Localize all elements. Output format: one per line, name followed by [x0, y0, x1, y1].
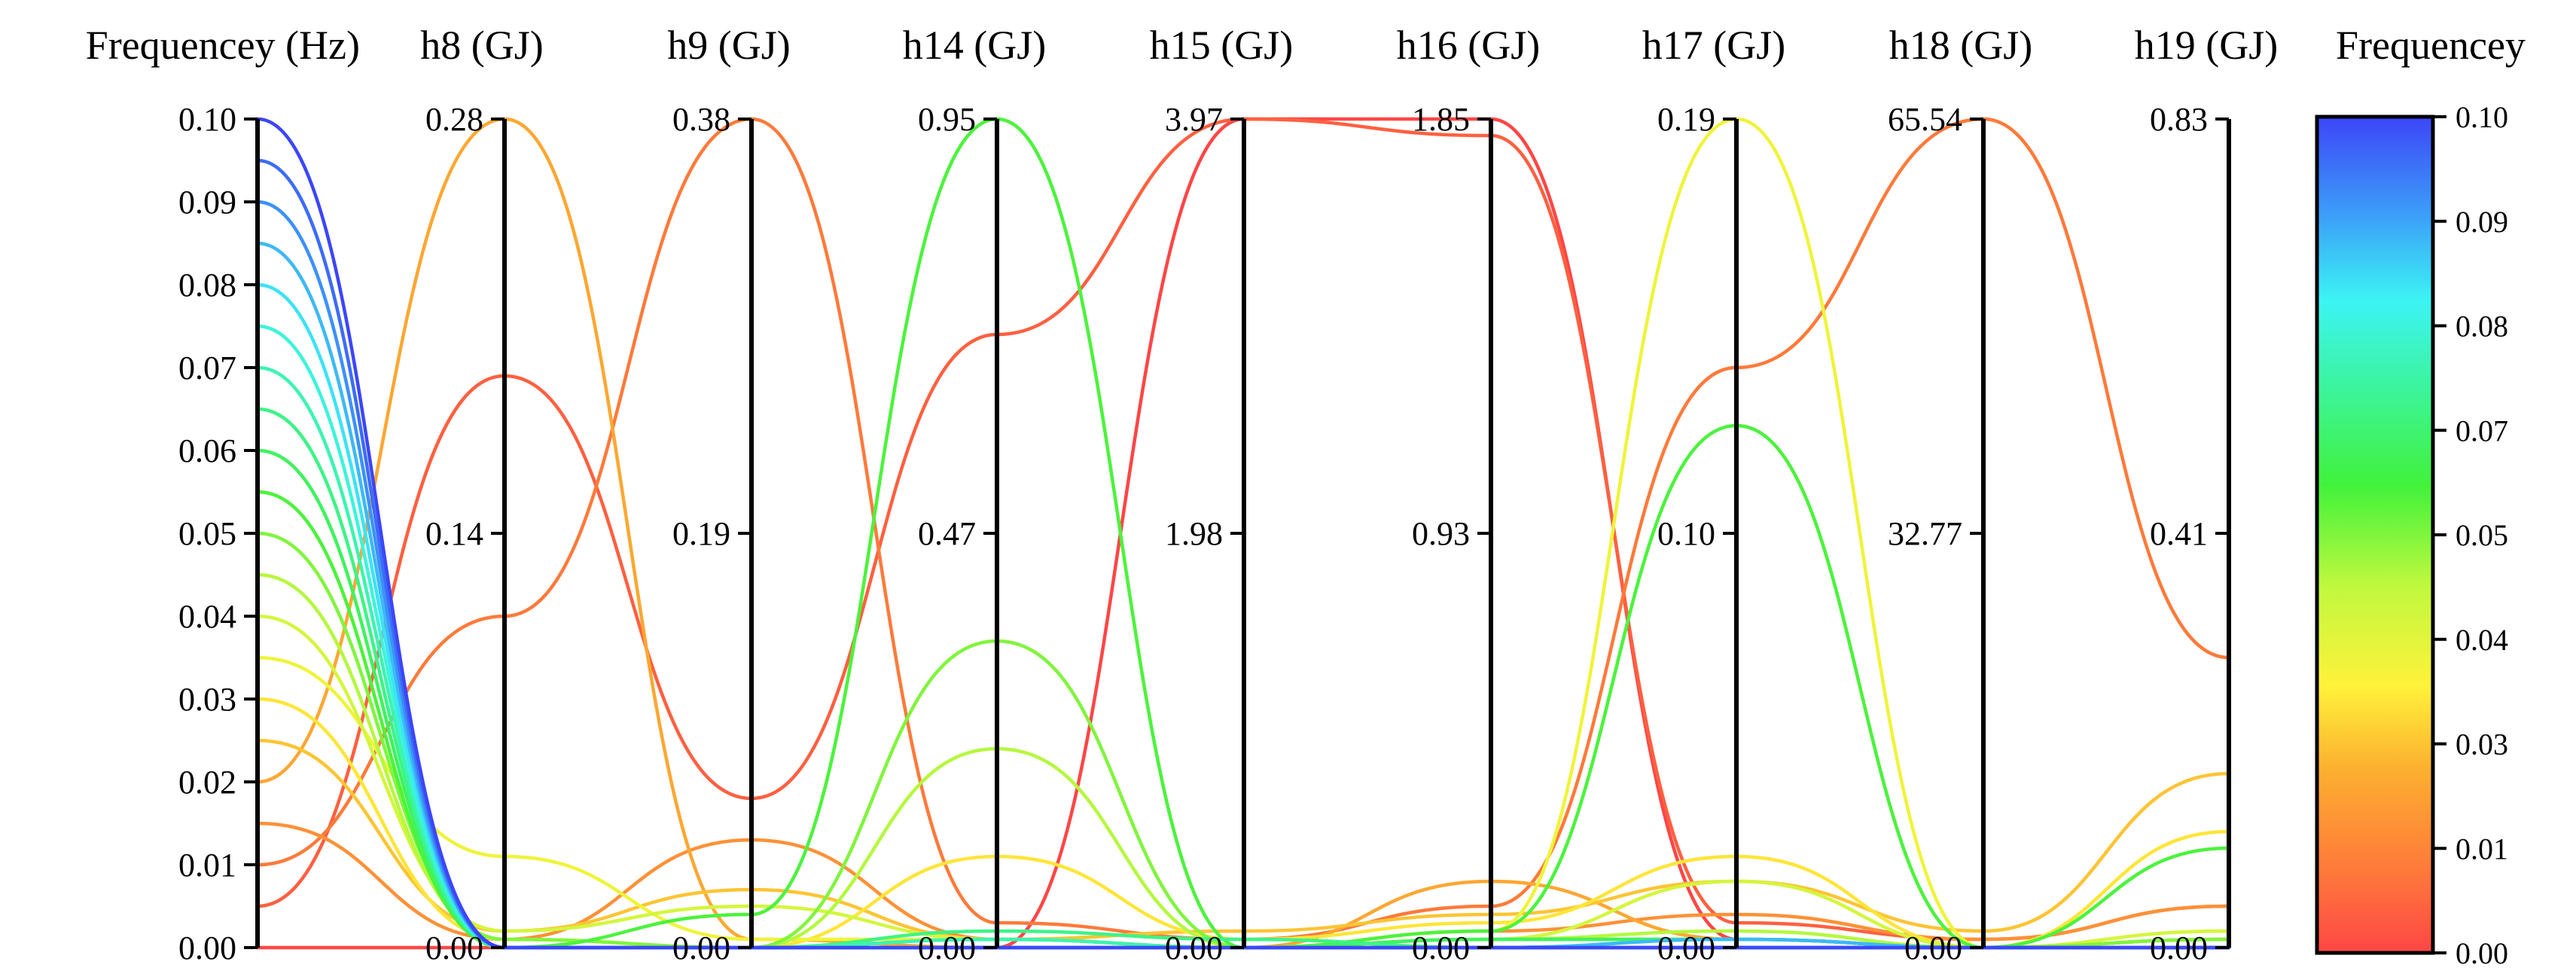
colorbar-tick-label: 0.01: [2456, 832, 2508, 866]
tick-label: 0.19: [672, 515, 730, 552]
tick-label: 0.95: [918, 101, 976, 138]
tick-label: 0.00: [425, 930, 483, 966]
tick-label: 0.09: [178, 184, 236, 221]
tick-label: 0.03: [178, 681, 236, 718]
tick-label: 0.41: [2150, 515, 2208, 552]
tick-label: 0.14: [425, 515, 483, 552]
tick-label: 0.00: [1657, 930, 1715, 966]
tick-label: 0.07: [178, 350, 236, 386]
axis-title-3: h14 (GJ): [903, 23, 1046, 68]
tick-label: 0.00: [178, 930, 236, 966]
tick-label: 0.00: [672, 930, 730, 966]
tick-label: 1.85: [1412, 101, 1470, 138]
colorbar-tick-label: 0.10: [2456, 100, 2508, 134]
tick-label: 0.47: [918, 515, 976, 552]
axis-title-8: h19 (GJ): [2135, 23, 2278, 68]
axis-title-7: h18 (GJ): [1889, 23, 2032, 68]
tick-label: 0.00: [1904, 930, 1962, 966]
colorbar-tick-label: 0.00: [2456, 936, 2508, 970]
tick-label: 0.28: [425, 101, 483, 138]
axis-title-0: Frequencey (Hz): [86, 23, 360, 68]
tick-label: 0.06: [178, 432, 236, 469]
tick-label: 0.00: [1165, 930, 1223, 966]
tick-label: 0.04: [178, 598, 236, 635]
tick-label: 0.05: [178, 515, 236, 552]
axis-title-5: h16 (GJ): [1397, 23, 1540, 68]
tick-label: 0.02: [178, 764, 236, 801]
tick-label: 1.98: [1165, 515, 1223, 552]
colorbar: Frequencey 0.00 0.01 0.03 0.04 0.05 0.07 0.08 0…: [2315, 23, 2526, 970]
tick-label: 0.10: [1657, 515, 1715, 552]
axis-title-1: h8 (GJ): [420, 23, 543, 68]
colorbar-tick-label: 0.09: [2456, 205, 2508, 239]
series-line-20: [255, 117, 2231, 950]
axis-title-4: h15 (GJ): [1150, 23, 1293, 68]
colorbar-tick-label: 0.05: [2456, 518, 2508, 552]
colorbar-tick-label: 0.04: [2456, 623, 2508, 657]
tick-label: 0.19: [1657, 101, 1715, 138]
series-line-11: [255, 117, 2231, 950]
colorbar-tick-label: 0.08: [2456, 310, 2508, 343]
tick-label: 0.00: [1412, 930, 1470, 966]
tick-label: 0.93: [1412, 515, 1470, 552]
tick-label: 0.08: [178, 267, 236, 304]
colorbar-gradient: [2315, 114, 2435, 955]
tick-label: 0.01: [178, 847, 236, 884]
tick-label: 65.54: [1888, 101, 1962, 138]
tick-label: 0.10: [178, 101, 236, 138]
tick-label: 0.00: [2150, 930, 2208, 966]
colorbar-tick-label: 0.07: [2456, 414, 2508, 447]
tick-label: 32.77: [1888, 515, 1962, 552]
series-line-1: [255, 117, 2231, 942]
tick-label: 3.97: [1165, 101, 1223, 138]
axis-title-6: h17 (GJ): [1642, 23, 1785, 68]
tick-label: 0.00: [918, 930, 976, 966]
axes-layer: Frequencey (Hz) 0.00 0.01 0.02 0.03 0.04 0.05 0…: [86, 23, 2279, 966]
tick-label: 0.38: [672, 101, 730, 138]
axis-title-2: h9 (GJ): [667, 23, 790, 68]
tick-label: 0.83: [2150, 101, 2208, 138]
colorbar-tick-label: 0.03: [2456, 728, 2508, 762]
colorbar-title: Frequencey: [2336, 23, 2526, 68]
